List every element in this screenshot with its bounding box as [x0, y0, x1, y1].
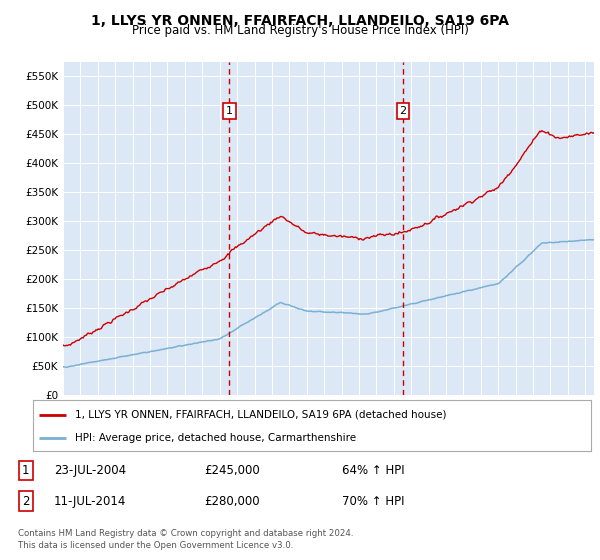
Text: HPI: Average price, detached house, Carmarthenshire: HPI: Average price, detached house, Carm… — [75, 433, 356, 443]
Text: £245,000: £245,000 — [204, 464, 260, 477]
Text: Contains HM Land Registry data © Crown copyright and database right 2024.
This d: Contains HM Land Registry data © Crown c… — [18, 529, 353, 550]
Text: 70% ↑ HPI: 70% ↑ HPI — [342, 494, 404, 508]
Text: 64% ↑ HPI: 64% ↑ HPI — [342, 464, 404, 477]
Text: 1: 1 — [22, 464, 29, 477]
Text: 1: 1 — [226, 106, 233, 116]
Text: 1, LLYS YR ONNEN, FFAIRFACH, LLANDEILO, SA19 6PA: 1, LLYS YR ONNEN, FFAIRFACH, LLANDEILO, … — [91, 14, 509, 28]
Text: 2: 2 — [400, 106, 407, 116]
Text: 11-JUL-2014: 11-JUL-2014 — [54, 494, 127, 508]
Text: 2: 2 — [22, 494, 29, 508]
Text: 23-JUL-2004: 23-JUL-2004 — [54, 464, 126, 477]
Text: 1, LLYS YR ONNEN, FFAIRFACH, LLANDEILO, SA19 6PA (detached house): 1, LLYS YR ONNEN, FFAIRFACH, LLANDEILO, … — [75, 409, 446, 419]
Text: £280,000: £280,000 — [204, 494, 260, 508]
Text: Price paid vs. HM Land Registry's House Price Index (HPI): Price paid vs. HM Land Registry's House … — [131, 24, 469, 37]
